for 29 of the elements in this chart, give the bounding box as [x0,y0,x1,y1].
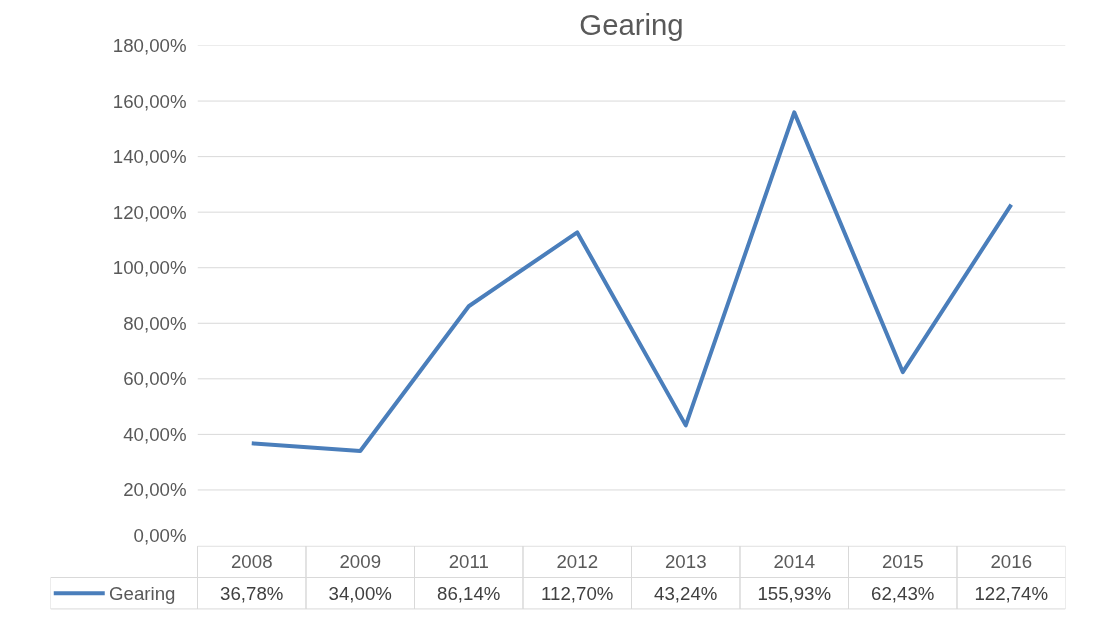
data-label: 36,78% [220,582,284,604]
x-tick-label: 2008 [231,551,273,573]
y-tick-label: 160,00% [112,90,187,112]
y-tick-label: 40,00% [123,423,187,445]
y-tick-label: 80,00% [123,312,187,334]
x-tick-label: 2016 [990,551,1033,573]
y-tick-label: 140,00% [112,146,187,168]
x-tick-label: 2013 [665,551,707,573]
data-label: 43,24% [654,582,718,604]
data-label: 62,43% [871,582,935,604]
y-tick-label: 20,00% [123,479,187,501]
x-tick-label: 2015 [882,551,924,573]
x-tick-label: 2009 [339,551,382,573]
x-tick-label: 2011 [448,551,489,573]
line-series [249,110,1014,454]
chart-title: Gearing [579,7,684,41]
y-tick-label: 180,00% [112,35,187,56]
data-label: 86,14% [437,582,501,604]
y-tick-label: 60,00% [123,368,187,390]
x-tick-label: 2012 [556,551,599,573]
data-label: 155,93% [757,582,832,604]
data-label: 122,74% [974,582,1049,604]
legend-label: Gearing [109,582,176,604]
y-tick-label: 100,00% [112,257,187,279]
data-label: 34,00% [328,582,392,604]
y-tick-label: 120,00% [112,201,187,223]
data-label: 112,70% [541,582,614,604]
y-tick-label: 0,00% [133,524,187,546]
x-tick-label: 2014 [773,551,816,573]
